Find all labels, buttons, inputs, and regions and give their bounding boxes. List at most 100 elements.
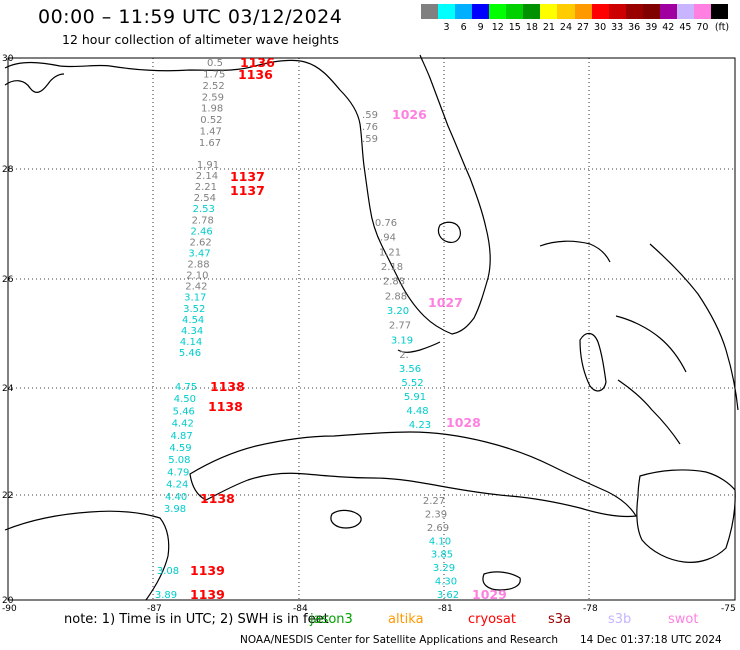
track-id-label: 1138 — [210, 379, 245, 394]
track-id-label: 1137 — [230, 183, 265, 198]
wave-height-value: 2.69 — [427, 523, 449, 534]
legend-label: 30 — [594, 22, 607, 33]
lon-label: -90 — [2, 604, 17, 614]
wave-height-value: 2.62 — [189, 237, 211, 248]
legend-label: 70 — [696, 22, 709, 33]
florida-keys — [397, 341, 441, 353]
track-id-label: 1136 — [240, 55, 275, 70]
wave-height-value: 1.98 — [201, 104, 223, 115]
wave-height-value: 1.91 — [197, 160, 219, 171]
wave-height-value: 4.40 — [165, 492, 187, 503]
wave-height-value: 2.14 — [196, 171, 218, 182]
wave-height-value: 2.42 — [185, 282, 207, 293]
wave-height-value: .94 — [380, 233, 396, 244]
legend-label: 27 — [576, 22, 590, 33]
wave-height-value: 2.78 — [192, 215, 214, 226]
bahamas-andros — [579, 332, 607, 392]
wave-height-value: 3.62 — [437, 590, 459, 601]
grid-labels: 30 28 26 24 22 20-90 -87 -84 -81 -78 -75 — [2, 54, 736, 614]
wave-height-value: 0.52 — [200, 115, 222, 126]
wave-height-value: 4.24 — [166, 480, 188, 491]
page-title: 00:00 – 11:59 UTC 03/12/2024 — [38, 6, 343, 28]
wave-height-value: 1.75 — [203, 69, 225, 80]
wave-height-value: 4.30 — [435, 577, 457, 588]
wave-height-value: 4.42 — [172, 419, 194, 430]
yucatan-coastline — [4, 510, 170, 601]
mission-label: s3b — [608, 612, 632, 627]
wave-height-value: 2.53 — [193, 204, 215, 215]
wave-height-value: 5.46 — [179, 348, 201, 359]
track-1027: 0.76 .94 1.21 2.18 2.83 2.88 3.20 2.77 3.19 2. 102… — [375, 218, 463, 361]
legend-swatch — [455, 4, 473, 19]
wave-height-value: 4.14 — [180, 337, 202, 348]
legend-swatch — [489, 4, 507, 19]
legend-swatch — [421, 4, 439, 19]
legend-label: 3 — [443, 22, 450, 33]
mission-label: altika — [388, 612, 424, 627]
legend-label: 33 — [611, 22, 624, 33]
wave-height-value: 2.46 — [191, 226, 213, 237]
track-id-label: 1028 — [446, 415, 481, 430]
legend-swatch — [659, 4, 678, 19]
lat-label: 22 — [2, 491, 13, 501]
mission-label: jason3 — [310, 612, 353, 627]
color-legend: 3 6 9 12 15 18 21 24 27 30 33 36 39 42 45 70 (ft) — [421, 4, 729, 34]
wave-height-value: 2.18 — [381, 262, 403, 273]
wave-height-value: 3.19 — [391, 335, 413, 346]
legend-swatch — [608, 4, 627, 19]
legend-swatch — [625, 4, 644, 19]
legend-swatch — [438, 4, 456, 19]
legend-unit: (ft) — [714, 22, 730, 33]
legend-swatch — [642, 4, 661, 19]
wave-height-value: 5.08 — [168, 455, 190, 466]
legend-label: 15 — [508, 22, 521, 33]
wave-height-value: 4.34 — [181, 326, 203, 337]
wave-height-value: 3.17 — [184, 293, 206, 304]
wave-height-value: 2.88 — [187, 260, 209, 271]
legend-swatch — [710, 4, 729, 19]
legend-label: 6 — [460, 22, 467, 33]
lon-label: -78 — [583, 604, 598, 614]
legend-swatch — [540, 4, 558, 19]
wave-height-value: 2.77 — [389, 321, 411, 332]
wave-height-value: 2.52 — [202, 81, 224, 92]
track-id-label: 1139 — [190, 563, 225, 578]
wave-height-value: 5.52 — [401, 378, 423, 389]
wave-height-value: 2.59 — [202, 92, 224, 103]
lat-label: 30 — [2, 54, 14, 64]
mississippi-delta — [4, 73, 65, 93]
legend-label: 9 — [477, 22, 484, 33]
wave-height-value: 2.54 — [194, 193, 216, 204]
lat-lon-grid — [7, 57, 736, 601]
legend-label: 42 — [662, 22, 675, 33]
lake-okeechobee — [437, 221, 461, 243]
legend-label: 36 — [628, 22, 641, 33]
note-text: note: 1) Time is in UTC; 2) SWH is in fe… — [64, 612, 329, 627]
legend-swatch — [472, 4, 490, 19]
lat-label: 20 — [2, 596, 14, 606]
wave-height-value: 3.20 — [387, 306, 409, 317]
wave-height-value: 4.75 — [175, 382, 197, 393]
track-id-label: 1138 — [208, 399, 243, 414]
wave-height-value: 0.5 — [207, 58, 223, 69]
track-id-label: 1027 — [428, 295, 463, 310]
jamaica-coastline — [482, 571, 521, 591]
track-id-label: 1137 — [230, 169, 265, 184]
wave-height-value: 4.50 — [174, 394, 196, 405]
lon-label: -75 — [721, 604, 736, 614]
lon-label: -81 — [438, 604, 453, 614]
legend-label: 12 — [491, 22, 504, 33]
mission-label: s3a — [548, 612, 572, 627]
bahamas-eleuthera — [615, 315, 687, 373]
track-1137: 1.912.142.212.542.532.782.462.623.472.88… — [179, 160, 265, 359]
wave-height-value: 3.08 — [157, 566, 179, 577]
wave-height-value: 4.54 — [182, 315, 204, 326]
legend-swatch — [591, 4, 610, 19]
lat-label: 26 — [2, 275, 14, 285]
mission-label: swot — [668, 612, 699, 627]
legend-label: 39 — [645, 22, 658, 33]
track-id-label: 1029 — [472, 587, 507, 602]
wave-height-value: 0.76 — [375, 218, 397, 229]
